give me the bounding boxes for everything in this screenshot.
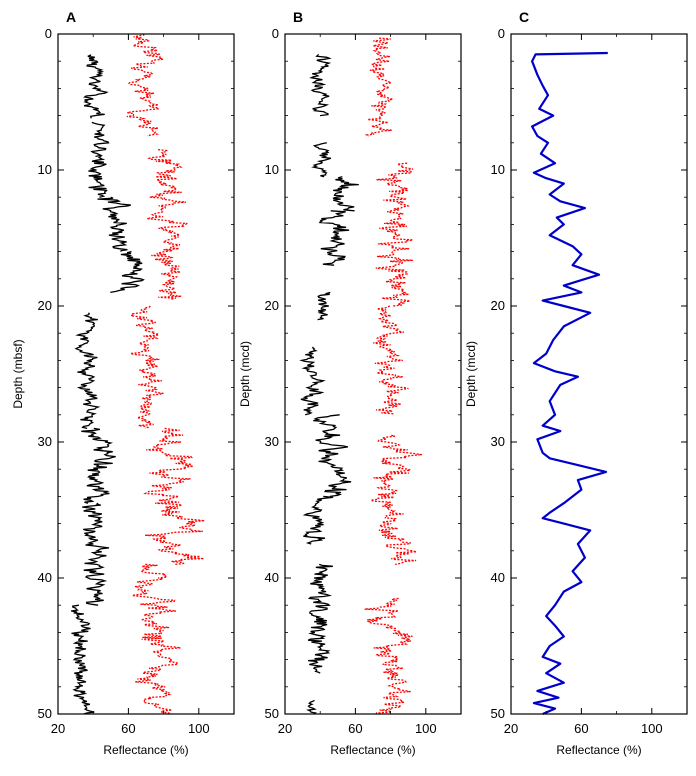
y-tick-label: 30 (265, 434, 279, 449)
series-segment (311, 142, 332, 178)
y-tick-label: 50 (491, 706, 505, 721)
y-tick-label: 40 (38, 570, 52, 585)
x-tick-label: 100 (188, 721, 210, 736)
series-segment (375, 162, 414, 307)
series-segment (74, 312, 101, 430)
y-tick-label: 10 (265, 162, 279, 177)
y-tick-label: 50 (38, 706, 52, 721)
x-tick-label: 20 (504, 721, 518, 736)
y-tick-label: 10 (491, 162, 505, 177)
y-axis-label: Depth (mcd) (464, 341, 478, 407)
series-segment (364, 597, 413, 715)
series-segment (364, 37, 393, 137)
series-segment (97, 196, 132, 252)
y-tick-label: 30 (491, 434, 505, 449)
panel-letter: A (66, 9, 76, 25)
series-segment (313, 414, 352, 498)
y-axis-label: Depth (mbsf) (11, 339, 25, 408)
x-tick-label: 60 (348, 721, 362, 736)
y-tick-label: 30 (38, 434, 52, 449)
series-segment (307, 563, 333, 674)
series-segment (319, 210, 350, 266)
x-axis-label: Reflectance (%) (330, 743, 415, 757)
series-B-2 (364, 37, 423, 715)
plot-frame (284, 33, 462, 715)
series-segment (370, 434, 423, 566)
y-tick-label: 20 (265, 298, 279, 313)
series-segment (110, 250, 145, 294)
series-segment (332, 176, 359, 212)
series-segment (81, 427, 116, 504)
series-segment (146, 148, 188, 300)
y-tick-label: 40 (491, 570, 505, 585)
y-tick-label: 0 (272, 26, 279, 41)
y-tick-label: 0 (498, 26, 505, 41)
series-segment (317, 291, 331, 321)
y-tick-label: 50 (265, 706, 279, 721)
series-segment (130, 305, 164, 429)
y-tick-label: 20 (491, 298, 505, 313)
series-segment (126, 33, 164, 137)
series-segment (132, 563, 181, 715)
series-segment (88, 155, 108, 198)
plot-frame (57, 33, 235, 715)
x-tick-label: 100 (415, 721, 437, 736)
series-A-1 (70, 54, 145, 715)
series-segment (306, 699, 318, 715)
y-tick-label: 0 (45, 26, 52, 41)
series-segment (82, 502, 110, 606)
panel-letter: C (519, 9, 529, 25)
series-line (531, 51, 608, 716)
x-tick-label: 20 (51, 721, 65, 736)
series-segment (299, 346, 326, 416)
series-segment (373, 305, 409, 415)
panel-letter: B (293, 9, 303, 25)
x-tick-label: 100 (641, 721, 663, 736)
series-segment (83, 54, 109, 119)
y-tick-label: 40 (265, 570, 279, 585)
series-A-2 (126, 33, 205, 715)
x-tick-label: 20 (278, 721, 292, 736)
series-B-1 (299, 53, 359, 715)
series-segment (143, 427, 205, 566)
plot-frame (510, 33, 688, 715)
series-segment (309, 53, 332, 117)
x-tick-label: 60 (574, 721, 588, 736)
y-axis-label: Depth (mcd) (238, 341, 252, 407)
x-axis-label: Reflectance (%) (556, 743, 641, 757)
series-segment (70, 604, 95, 715)
y-tick-label: 20 (38, 298, 52, 313)
x-tick-label: 60 (121, 721, 135, 736)
y-tick-label: 10 (38, 162, 52, 177)
x-axis-label: Reflectance (%) (103, 743, 188, 757)
series-segment (90, 121, 110, 158)
series-C-1 (531, 51, 608, 716)
series-segment (302, 495, 334, 545)
